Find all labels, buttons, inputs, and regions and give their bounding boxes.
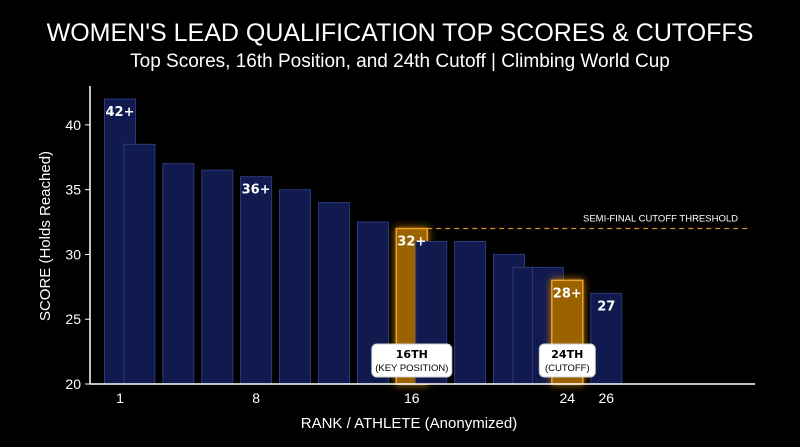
bar-label-rank-26: 27 xyxy=(597,299,615,314)
bar-rank-10 xyxy=(279,189,311,385)
bar-rank-4 xyxy=(162,163,195,385)
y-tick-label-20: 20 xyxy=(65,376,81,392)
callout-subtitle: (CUTOFF) xyxy=(545,363,590,374)
bar-rank-12 xyxy=(317,202,350,385)
y-tick-label-40: 40 xyxy=(65,117,81,133)
y-tick-label-35: 35 xyxy=(65,182,81,198)
callout-rank-24: 24TH (CUTOFF) xyxy=(538,343,596,378)
callout-title: 24TH xyxy=(551,348,583,361)
callout-box xyxy=(538,343,596,378)
y-tick-label-25: 25 xyxy=(65,311,81,327)
threshold-label: SEMI-FINAL CUTOFF THRESHOLD xyxy=(583,214,738,225)
bar-label-rank-8: 36+ xyxy=(242,183,271,198)
callout-subtitle: (KEY POSITION) xyxy=(375,363,448,374)
bar-label-rank-24: 28+ xyxy=(553,286,582,301)
callout-title: 16TH xyxy=(396,348,428,361)
x-tick-label-24: 24 xyxy=(560,390,576,406)
bar-rank-2 xyxy=(123,143,156,385)
y-tick-label-30: 30 xyxy=(65,246,81,262)
chart-title: WOMEN'S LEAD QUALIFICATION TOP SCORES & … xyxy=(47,19,754,47)
threshold-line: SEMI-FINAL CUTOFF THRESHOLD xyxy=(427,214,748,230)
y-axis-label: SCORE (Holds Reached) xyxy=(37,151,54,321)
bars xyxy=(104,98,623,385)
x-tick-label-26: 26 xyxy=(599,390,615,406)
callout-rank-16: 16TH (KEY POSITION) xyxy=(371,343,453,378)
x-tick-label-16: 16 xyxy=(404,390,420,406)
bar-rank-6 xyxy=(201,169,234,385)
x-tick-label-8: 8 xyxy=(252,390,260,406)
bar-labels: 42+ 36+ 32+ 28+ 27 xyxy=(106,105,616,314)
bar-label-rank-16: 32+ xyxy=(397,235,426,250)
axes: 20 25 30 35 40 1 8 16 24 26 xyxy=(65,86,755,406)
bar-rank-8 xyxy=(240,176,273,385)
callouts: 16TH (KEY POSITION) 24TH (CUTOFF) xyxy=(371,343,596,378)
chart-subtitle: Top Scores, 16th Position, and 24th Cuto… xyxy=(130,51,670,72)
bar-label-rank-1: 42+ xyxy=(106,105,135,120)
x-tick-label-1: 1 xyxy=(116,390,124,406)
x-axis-label: RANK / ATHLETE (Anonymized) xyxy=(301,415,517,432)
callout-box xyxy=(371,343,453,378)
bar-rank-19 xyxy=(454,241,487,385)
